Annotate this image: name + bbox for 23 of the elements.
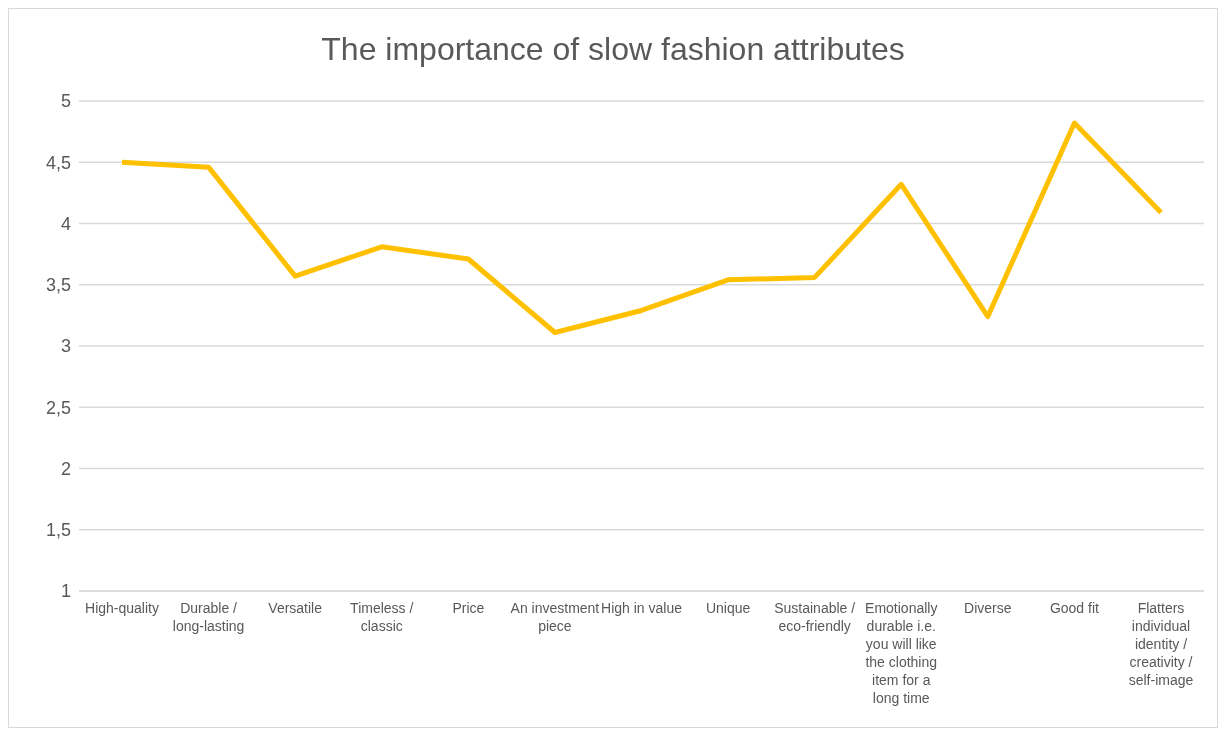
- x-tick-label: Price: [452, 600, 485, 616]
- x-tick-label: Durable / long-lasting: [172, 600, 245, 634]
- y-tick-label: 1,5: [45, 520, 71, 541]
- x-tick-label: High in value: [601, 600, 683, 616]
- y-tick-label: 4: [60, 213, 71, 234]
- x-tick-label: Emotionally durable i.e. you will like the clothing item for a long time: [865, 600, 938, 706]
- x-tick-label: Sustainable / eco-friendly: [774, 600, 856, 634]
- y-tick-label: 3,5: [45, 275, 71, 296]
- y-tick-label: 4,5: [45, 152, 71, 173]
- x-tick-label: Unique: [705, 600, 751, 616]
- x-tick-label: Timeless / classic: [350, 600, 414, 634]
- y-tick-label: 5: [60, 91, 71, 112]
- y-tick-label: 2,5: [45, 397, 71, 418]
- x-tick-label: Diverse: [964, 600, 1012, 616]
- x-tick-label: Flatters individual identity / creativity / self-image: [1128, 600, 1194, 688]
- y-tick-label: 2: [60, 458, 71, 479]
- x-tick-label: High-quality: [85, 600, 159, 616]
- chart-title: The importance of slow fashion attributes: [320, 30, 906, 69]
- x-tick-label: Versatile: [268, 600, 323, 616]
- x-tick-label: Good fit: [1049, 600, 1100, 616]
- y-tick-label: 1: [60, 581, 71, 602]
- x-tick-label: An investment piece: [510, 600, 600, 634]
- y-tick-label: 3: [60, 336, 71, 357]
